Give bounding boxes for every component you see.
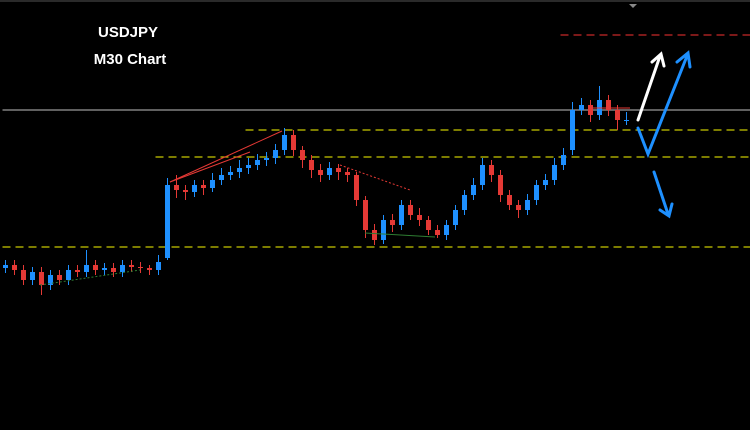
chart-title: USDJPY bbox=[98, 24, 158, 41]
candle-body bbox=[291, 135, 296, 150]
candle-body bbox=[156, 262, 161, 270]
candle-body bbox=[174, 185, 179, 190]
candle-body bbox=[3, 265, 8, 268]
candle-body bbox=[93, 265, 98, 270]
candle-body bbox=[552, 165, 557, 180]
candle-body bbox=[606, 100, 611, 110]
arrow-down-blue bbox=[652, 170, 674, 219]
candle-body bbox=[75, 270, 80, 272]
arrow-up-white bbox=[636, 51, 666, 122]
candle-body bbox=[588, 105, 593, 115]
candle-body bbox=[453, 210, 458, 225]
candle-body bbox=[624, 120, 629, 121]
candle-body bbox=[30, 272, 35, 280]
candle-body bbox=[84, 265, 89, 272]
candle-body bbox=[255, 160, 260, 165]
plot bbox=[2, 34, 750, 295]
candle-body bbox=[498, 175, 503, 195]
candle-body bbox=[462, 195, 467, 210]
candle-body bbox=[534, 185, 539, 200]
candle-body bbox=[435, 230, 440, 235]
candle-body bbox=[327, 168, 332, 175]
trend-line bbox=[169, 130, 283, 183]
candle-body bbox=[444, 225, 449, 235]
candle-body bbox=[237, 168, 242, 172]
candle-body bbox=[246, 165, 251, 168]
candle-body bbox=[345, 172, 350, 175]
candle-body bbox=[489, 165, 494, 175]
candle-body bbox=[219, 175, 224, 180]
candle-body bbox=[201, 185, 206, 188]
candle-body bbox=[561, 155, 566, 165]
candle-body bbox=[318, 170, 323, 175]
candle-body bbox=[129, 265, 134, 267]
candle-body bbox=[120, 265, 125, 272]
candle-body bbox=[102, 268, 107, 270]
scroll-marker bbox=[629, 4, 637, 8]
arrow-zigzag-blue bbox=[636, 50, 692, 159]
candle-body bbox=[192, 185, 197, 192]
candle-body bbox=[228, 172, 233, 175]
trend-line bbox=[169, 151, 251, 183]
arrows bbox=[636, 50, 692, 219]
candle-body bbox=[165, 185, 170, 258]
candle-body bbox=[471, 185, 476, 195]
candle-body bbox=[111, 268, 116, 272]
candle-body bbox=[210, 180, 215, 188]
candle-body bbox=[579, 105, 584, 110]
chart-subtitle: M30 Chart bbox=[94, 51, 167, 68]
candle-body bbox=[336, 168, 341, 172]
candle-body bbox=[147, 268, 152, 270]
candle-body bbox=[507, 195, 512, 205]
candle-body bbox=[570, 110, 575, 150]
candle-body bbox=[615, 110, 620, 120]
candle-body bbox=[525, 200, 530, 210]
candle-body bbox=[480, 165, 485, 185]
candle-body bbox=[273, 150, 278, 158]
candle-body bbox=[363, 200, 368, 230]
candle-body bbox=[381, 220, 386, 240]
candle-body bbox=[57, 275, 62, 280]
candle-body bbox=[183, 190, 188, 192]
trend-lines bbox=[39, 107, 630, 286]
candle-body bbox=[300, 150, 305, 160]
candle-body bbox=[408, 205, 413, 215]
candle-body bbox=[516, 205, 521, 210]
candle-body bbox=[138, 267, 143, 268]
candle-body bbox=[21, 270, 26, 280]
candle-body bbox=[354, 175, 359, 200]
candle-body bbox=[12, 265, 17, 270]
candle-body bbox=[372, 230, 377, 240]
candle-body bbox=[66, 270, 71, 280]
candle-body bbox=[39, 272, 44, 285]
candle-body bbox=[309, 160, 314, 170]
trend-line bbox=[339, 164, 411, 191]
candle-body bbox=[543, 180, 548, 185]
candle-body bbox=[399, 205, 404, 225]
candle-body bbox=[417, 215, 422, 220]
trend-line bbox=[364, 232, 436, 238]
trend-line bbox=[39, 269, 141, 286]
candle-body bbox=[390, 220, 395, 225]
candle-body bbox=[426, 220, 431, 230]
candle-body bbox=[48, 275, 53, 285]
candle-body bbox=[282, 135, 287, 150]
candle-body bbox=[264, 158, 269, 160]
